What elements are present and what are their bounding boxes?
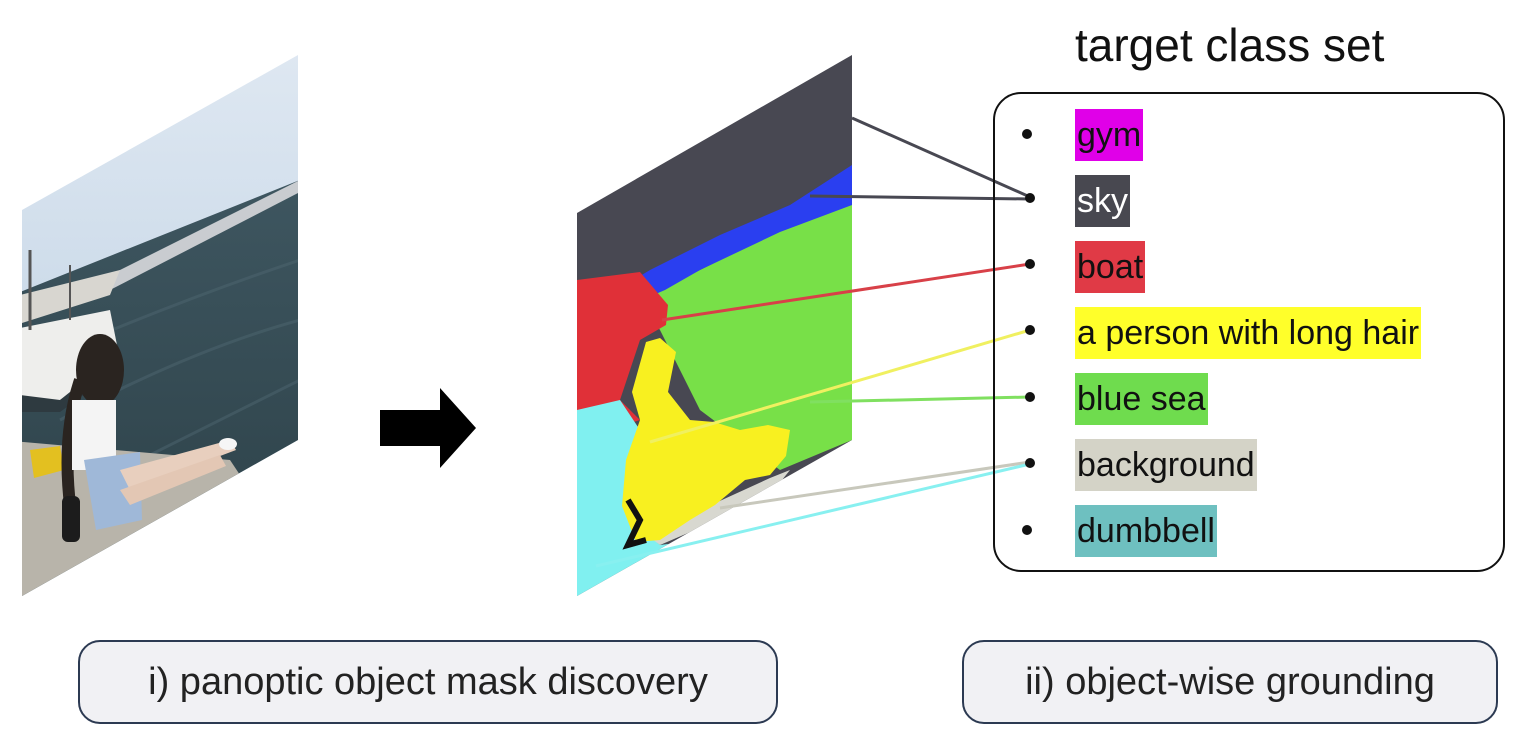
- class-label-boat: boat: [1075, 241, 1146, 293]
- bullet-dumbbell: [1022, 525, 1032, 535]
- caption-mask-discovery: i) panoptic object mask discovery: [78, 640, 778, 724]
- class-set-box: [993, 92, 1505, 572]
- class-label-gym: gym: [1075, 109, 1144, 161]
- input-photo: [22, 55, 298, 596]
- mask-panel: [577, 55, 852, 596]
- process-arrow: [380, 388, 476, 468]
- class-label-dumbbell: dumbbell: [1075, 505, 1217, 557]
- class-label-sky: sky: [1075, 175, 1130, 227]
- class-label-blue-sea: blue sea: [1075, 373, 1208, 425]
- bullet-gym: [1022, 129, 1032, 139]
- class-label-background: background: [1075, 439, 1257, 491]
- class-label-person: a person with long hair: [1075, 307, 1422, 359]
- caption-grounding: ii) object-wise grounding: [962, 640, 1498, 724]
- class-set-title: target class set: [1075, 19, 1385, 71]
